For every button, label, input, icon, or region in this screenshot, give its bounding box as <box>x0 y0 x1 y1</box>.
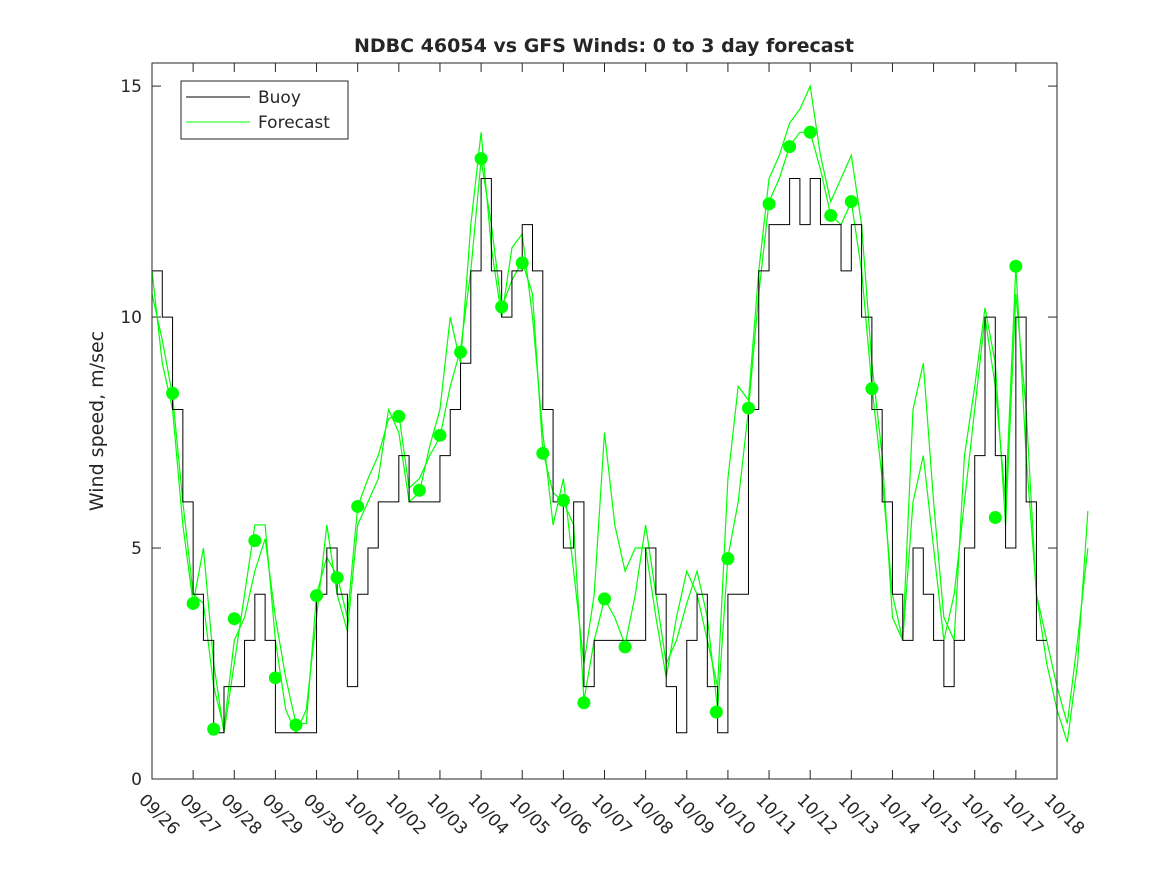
forecast-point <box>474 152 488 166</box>
forecast-point <box>515 256 529 270</box>
x-tick-label: 10/13 <box>834 790 883 839</box>
x-tick-label: 10/06 <box>546 790 595 839</box>
x-tick-label: 10/17 <box>998 790 1047 839</box>
forecast-point <box>824 208 838 222</box>
forecast-point <box>783 140 797 154</box>
forecast-point <box>709 705 723 719</box>
x-tick-label: 10/02 <box>381 790 430 839</box>
x-tick-label: 10/14 <box>875 790 924 839</box>
x-tick-label: 10/01 <box>340 790 389 839</box>
forecast-point <box>988 511 1002 525</box>
x-tick-label: 09/29 <box>258 790 307 839</box>
y-tick-label: 0 <box>131 770 142 790</box>
y-axis-label: Wind speed, m/sec <box>86 331 108 511</box>
forecast-point <box>412 483 426 497</box>
x-tick-label: 10/18 <box>1039 790 1088 839</box>
forecast-point <box>268 671 282 685</box>
forecast-point <box>762 197 776 211</box>
forecast-point <box>618 640 632 654</box>
legend-box <box>180 80 349 140</box>
x-tick-label: 09/26 <box>134 790 183 839</box>
y-tick-label: 15 <box>120 77 142 97</box>
legend-forecast-label: Forecast <box>258 113 330 133</box>
x-tick-label: 09/30 <box>299 790 348 839</box>
forecast-line <box>151 131 1089 743</box>
forecast-point <box>577 696 591 710</box>
plot-frame <box>151 62 1058 780</box>
x-tick-label: 10/05 <box>505 790 554 839</box>
x-tick-label: 10/03 <box>422 790 471 839</box>
x-tick-label: 10/09 <box>669 790 718 839</box>
forecast-point <box>865 382 879 396</box>
chart-title: NDBC 46054 vs GFS Winds: 0 to 3 day fore… <box>354 35 854 57</box>
x-tick-label: 10/16 <box>957 790 1006 839</box>
x-tick-label: 10/10 <box>710 790 759 839</box>
forecast-point <box>166 386 180 400</box>
x-tick-label: 09/27 <box>176 790 225 839</box>
forecast-point <box>803 125 817 139</box>
x-tick-label: 09/28 <box>217 790 266 839</box>
forecast-point <box>844 195 858 209</box>
forecast-point <box>248 534 262 548</box>
forecast-point <box>495 300 509 314</box>
forecast-point <box>598 592 611 606</box>
buoy-line <box>152 177 1047 734</box>
x-tick-label: 10/04 <box>464 790 513 839</box>
y-tick-label: 5 <box>131 539 142 559</box>
forecast-point <box>330 571 344 585</box>
legend-buoy-label: Buoy <box>258 88 301 108</box>
forecast-point <box>556 493 570 507</box>
forecast-point <box>227 612 241 626</box>
x-tick-label: 10/15 <box>916 790 965 839</box>
forecast-point <box>351 499 365 513</box>
forecast-point <box>721 552 735 566</box>
forecast-point <box>392 409 406 423</box>
forecast-point <box>1009 259 1023 273</box>
x-tick-label: 10/12 <box>793 790 842 839</box>
forecast-point <box>207 722 221 736</box>
forecast-line <box>151 83 1089 735</box>
forecast-point <box>186 596 200 610</box>
forecast-point <box>289 718 303 732</box>
x-tick-label: 10/11 <box>752 790 801 839</box>
forecast-point <box>454 345 468 359</box>
x-tick-label: 10/08 <box>628 790 677 839</box>
forecast-point <box>433 428 447 442</box>
forecast-point <box>536 446 550 460</box>
forecast-point <box>741 401 755 415</box>
x-tick-label: 10/07 <box>587 790 636 839</box>
y-tick-label: 10 <box>120 308 142 328</box>
forecast-point <box>310 589 324 603</box>
legend: Buoy Forecast <box>180 80 349 140</box>
